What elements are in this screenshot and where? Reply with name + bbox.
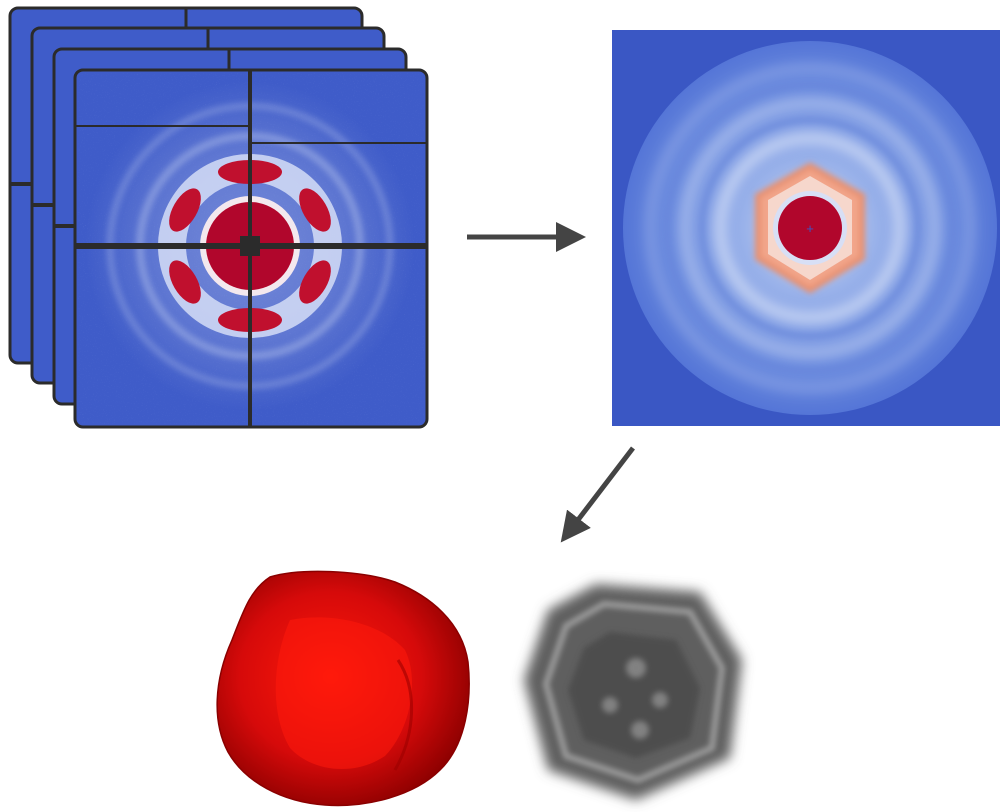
- svg-text:+: +: [806, 221, 814, 236]
- detector-frame-front: [73, 68, 429, 429]
- arrow-down-left: [560, 446, 635, 543]
- diffraction-pattern-stack: [8, 6, 429, 429]
- merged-3d-intensity: +: [612, 30, 1000, 426]
- reconstructed-density-projection: [524, 584, 742, 800]
- reconstructed-density-surface: [216, 570, 470, 807]
